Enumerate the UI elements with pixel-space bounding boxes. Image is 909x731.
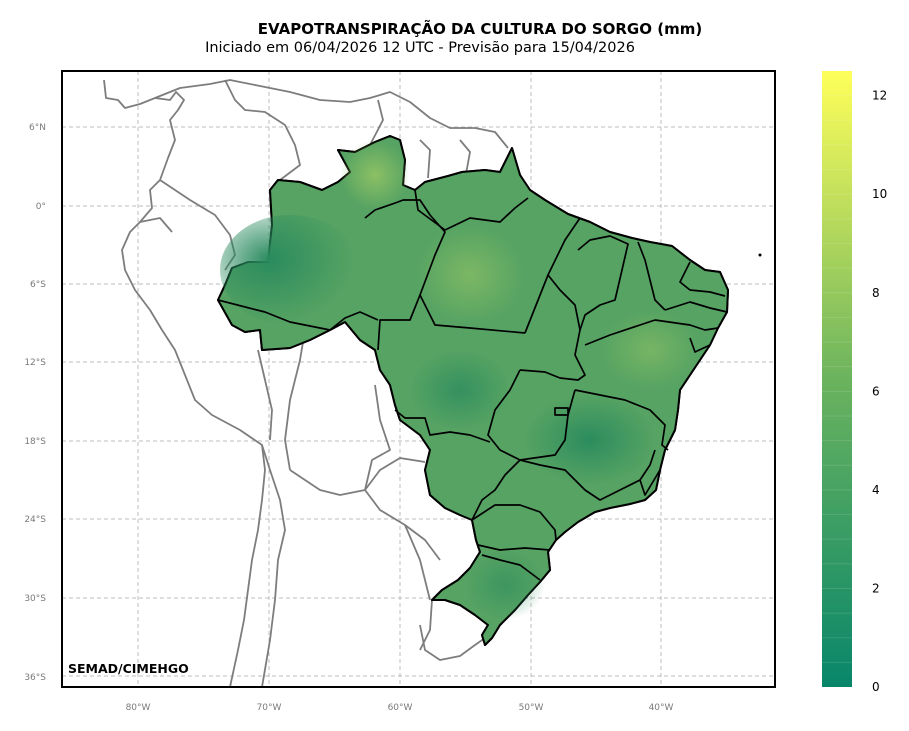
lat-tick-label: 12°S [24, 358, 46, 368]
map-title: EVAPOTRANSPIRAÇÃO DA CULTURA DO SORGO (m… [257, 20, 703, 38]
colorbar-tick-label: 10 [872, 187, 887, 201]
lat-tick-label: 0° [36, 202, 46, 212]
credit-label: SEMAD/CIMEHGO [68, 661, 189, 676]
lat-tick-label: 30°S [24, 594, 46, 604]
colorbar-ticks: 0 2 4 6 8 10 12 [872, 89, 887, 694]
colorbar-tick-label: 2 [872, 581, 880, 595]
lat-tick-label: 6°S [30, 280, 46, 290]
colorbar-tick-label: 4 [872, 483, 880, 497]
lon-tick-label: 60°W [388, 703, 413, 713]
lat-tick-labels: 6°N 0° 6°S 12°S 18°S 24°S 30°S 36°S [24, 123, 46, 683]
fernando-de-noronha [758, 253, 762, 257]
lat-tick-label: 24°S [24, 515, 46, 525]
lat-tick-label: 18°S [24, 437, 46, 447]
colorbar-tick-label: 0 [872, 680, 880, 694]
colorbar-tick-label: 6 [872, 384, 880, 398]
lon-tick-labels: 80°W 70°W 60°W 50°W 40°W [126, 703, 674, 713]
lon-tick-label: 80°W [126, 703, 151, 713]
state-borders [217, 189, 728, 581]
lon-tick-label: 70°W [257, 703, 282, 713]
map-frame [61, 70, 776, 688]
colorbar: 0 2 4 6 8 10 12 [822, 71, 887, 694]
map-subtitle: Iniciado em 06/04/2026 12 UTC - Previsão… [205, 40, 635, 56]
lat-tick-label: 6°N [29, 123, 46, 133]
lon-tick-label: 40°W [649, 703, 674, 713]
colorbar-bands [822, 95, 852, 663]
colorbar-gradient [822, 71, 852, 687]
lat-tick-label: 36°S [24, 673, 46, 683]
field-shading [220, 140, 700, 620]
colorbar-tick-label: 12 [872, 89, 887, 103]
lon-tick-label: 50°W [519, 703, 544, 713]
colorbar-tick-label: 8 [872, 286, 880, 300]
